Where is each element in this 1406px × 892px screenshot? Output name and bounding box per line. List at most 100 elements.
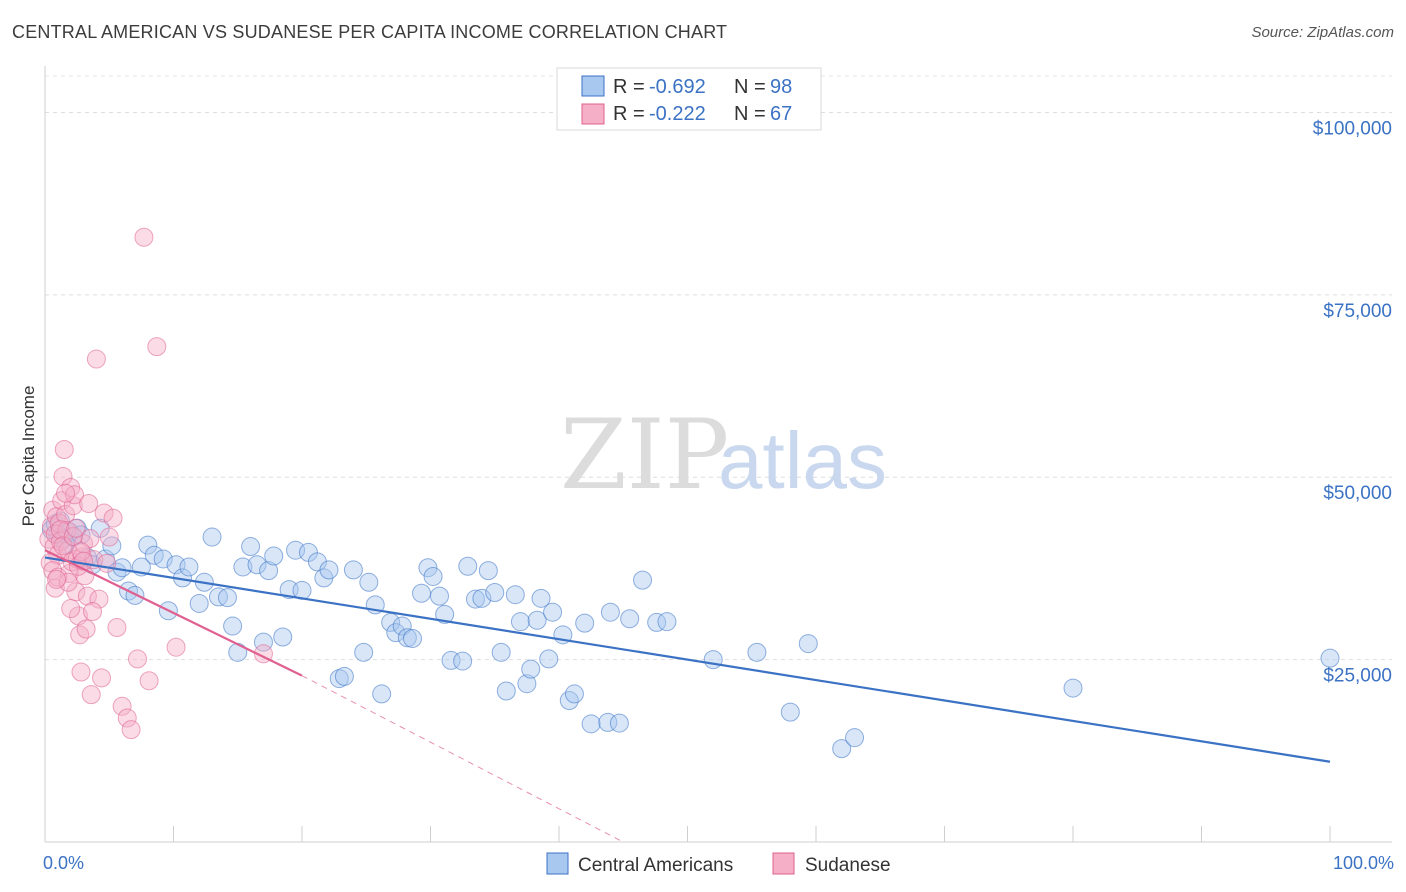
point-central-americans-90 [657, 612, 677, 632]
point-central-americans-20 [138, 535, 158, 555]
point-sudanese-47 [139, 671, 159, 691]
point-central-americans-31 [217, 588, 237, 608]
axes [44, 66, 1392, 843]
point-central-americans-89 [647, 612, 667, 632]
point-central-americans-26 [179, 557, 199, 577]
point-central-americans-86 [600, 602, 620, 622]
trend-line-sudanese [44, 549, 303, 677]
legend-swatch-blue [581, 75, 605, 97]
point-sudanese-56 [58, 572, 78, 592]
legend-n-label-1: N = [734, 76, 766, 98]
point-sudanese-48 [147, 337, 167, 357]
y-tick-labels: $25,000 $50,000 $75,000 $100,000 [1313, 118, 1392, 686]
point-central-americans-78 [527, 610, 547, 630]
point-central-americans-62 [423, 566, 443, 586]
point-sudanese-35 [89, 589, 109, 609]
point-central-americans-34 [233, 557, 253, 577]
point-central-americans-87 [620, 609, 640, 629]
point-central-americans-98 [1320, 648, 1340, 668]
series-swatch-sudanese [772, 852, 795, 875]
point-central-americans-59 [403, 628, 423, 648]
point-central-americans-95 [832, 739, 852, 759]
x-tick-label-0: 0.0% [43, 853, 84, 873]
point-central-americans-63 [429, 586, 449, 606]
point-central-americans-101 [609, 713, 629, 733]
point-sudanese-42 [112, 696, 132, 716]
point-central-americans-36 [247, 555, 267, 575]
point-sudanese-57 [61, 599, 81, 619]
point-sudanese-55 [56, 483, 76, 503]
legend-r-value-1: -0.692 [649, 76, 706, 98]
point-central-americans-52 [359, 572, 379, 592]
x-tick-label-1: 100.0% [1333, 853, 1394, 873]
point-central-americans-60 [412, 583, 432, 603]
point-central-americans-94 [798, 634, 818, 654]
point-sudanese-54 [53, 536, 73, 556]
point-sudanese-36 [92, 668, 112, 688]
point-central-americans-39 [264, 546, 284, 566]
point-central-americans-54 [372, 684, 392, 704]
point-central-americans-73 [496, 681, 516, 701]
point-central-americans-99 [581, 714, 601, 734]
point-sudanese-32 [81, 685, 101, 705]
point-sudanese-38 [97, 553, 117, 573]
point-sudanese-31 [80, 529, 100, 549]
point-central-americans-96 [845, 728, 865, 748]
legend-swatch-pink [581, 103, 605, 125]
point-sudanese-64 [166, 637, 186, 657]
series-legend: Central Americans Sudanese [546, 852, 891, 876]
legend-n-value-2: 67 [770, 103, 792, 125]
point-central-americans-69 [472, 588, 492, 608]
point-sudanese-10 [53, 467, 73, 487]
point-central-americans-91 [703, 650, 723, 670]
trend-lines [44, 549, 1331, 843]
series-label-central-americans: Central Americans [578, 855, 733, 876]
stats-legend: R = -0.692 N = 98 R = -0.222 N = 67 [556, 67, 822, 131]
point-sudanese-63 [83, 601, 103, 621]
point-sudanese-28 [76, 619, 96, 639]
point-sudanese-39 [99, 527, 119, 547]
point-central-americans-97 [1063, 678, 1083, 698]
point-sudanese-46 [134, 227, 154, 247]
y-tick-label-3: $100,000 [1313, 118, 1392, 139]
point-central-americans-45 [307, 552, 327, 572]
point-sudanese-11 [54, 440, 74, 460]
point-sudanese-29 [77, 586, 97, 606]
point-central-americans-84 [564, 684, 584, 704]
point-central-americans-71 [485, 583, 505, 603]
point-sudanese-44 [121, 720, 141, 740]
point-central-americans-29 [202, 527, 222, 547]
point-central-americans-83 [559, 690, 579, 710]
point-central-americans-18 [125, 585, 145, 605]
point-central-americans-38 [259, 561, 279, 581]
series-swatch-central-americans [546, 852, 569, 875]
x-tick-labels: 0.0% 100.0% [43, 853, 1394, 873]
point-central-americans-33 [228, 642, 248, 662]
point-sudanese-66 [47, 569, 67, 589]
point-central-americans-70 [478, 561, 498, 581]
point-central-americans-40 [273, 627, 293, 647]
legend-r-label-2: R = [613, 103, 645, 125]
legend-r-value-2: -0.222 [649, 103, 706, 125]
trend-line-central-americans [44, 556, 1331, 763]
chart-title: CENTRAL AMERICAN VS SUDANESE PER CAPITA … [12, 22, 728, 42]
y-tick-label-1: $50,000 [1323, 483, 1392, 504]
point-central-americans-61 [418, 558, 438, 578]
point-central-americans-27 [189, 593, 209, 613]
series-label-sudanese: Sudanese [805, 855, 891, 876]
point-central-americans-66 [453, 651, 473, 671]
point-central-americans-74 [505, 585, 525, 605]
point-central-americans-80 [539, 649, 559, 669]
point-central-americans-35 [241, 537, 261, 557]
point-central-americans-32 [223, 616, 243, 636]
point-central-americans-79 [531, 588, 551, 608]
legend-n-label-2: N = [734, 103, 766, 125]
data-points [39, 227, 1340, 759]
y-tick-label-2: $75,000 [1323, 301, 1392, 322]
point-central-americans-51 [354, 642, 374, 662]
watermark-zip: ZIP [560, 399, 729, 511]
point-central-americans-81 [543, 602, 563, 622]
point-sudanese-41 [107, 618, 127, 638]
point-central-americans-22 [153, 549, 173, 569]
point-central-americans-93 [780, 702, 800, 722]
